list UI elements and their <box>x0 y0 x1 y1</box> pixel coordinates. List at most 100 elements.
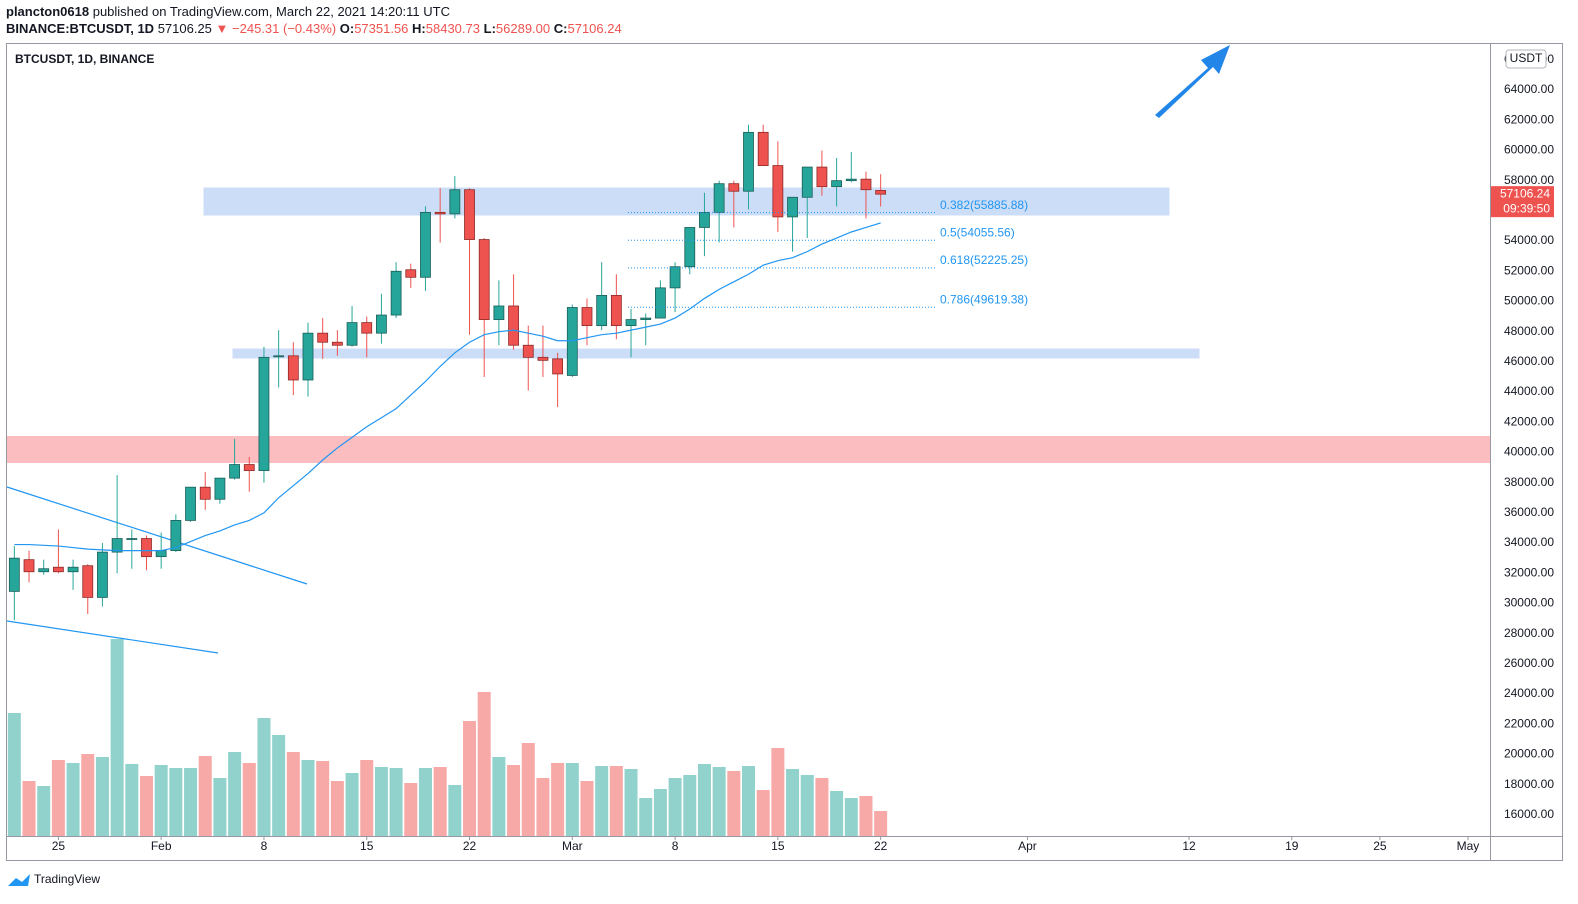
x-tick-label: May <box>1457 839 1480 853</box>
fib-label: 0.786(49619.38) <box>940 292 1028 306</box>
price-badge <box>1491 186 1554 218</box>
candle-body <box>376 314 387 334</box>
volume-bar <box>360 760 374 836</box>
volume-bar <box>316 761 330 836</box>
symbol: BINANCE:BTCUSDT, 1D <box>6 21 155 36</box>
candle-body <box>331 341 343 346</box>
y-tick-label: 22000.00 <box>1504 716 1554 730</box>
volume-bar <box>521 743 535 836</box>
volume-layer <box>7 639 888 836</box>
candle-body <box>199 486 211 500</box>
y-tick-label: 28000.00 <box>1504 626 1554 640</box>
volume-bar <box>697 764 711 836</box>
candle-body <box>287 355 299 381</box>
volume-bar <box>815 778 829 836</box>
y-tick-label: 50000.00 <box>1504 294 1554 308</box>
volume-bar <box>154 765 168 836</box>
l-value: 56289.00 <box>495 21 551 36</box>
candle-body <box>669 266 681 289</box>
volume-bar <box>7 713 21 836</box>
candle-body <box>302 332 314 381</box>
volume-bar <box>404 783 418 836</box>
volume-bar <box>653 789 667 836</box>
volume-bar <box>565 763 579 836</box>
volume-bar <box>184 768 198 836</box>
candle-body <box>346 322 358 346</box>
candle-body <box>772 165 784 218</box>
arrow <box>1155 45 1230 118</box>
volume-bar <box>286 752 300 836</box>
candle-body <box>537 356 549 361</box>
candle-body <box>243 464 255 471</box>
y-tick-label: 60000.00 <box>1504 143 1554 157</box>
volume-bar <box>668 778 682 836</box>
candle-body <box>23 559 35 573</box>
currency-badge <box>1505 49 1547 69</box>
published: published on TradingView.com, March 22, … <box>92 4 450 19</box>
candle-body <box>581 307 593 327</box>
candle-body <box>566 307 578 376</box>
volume-bar <box>800 775 814 836</box>
volume-bar <box>683 775 697 836</box>
candle-body <box>67 566 79 573</box>
candle-body <box>273 355 285 358</box>
volume-bar <box>37 786 51 836</box>
x-tick-label: 15 <box>360 839 374 853</box>
y-tick-label: 34000.00 <box>1504 535 1554 549</box>
candle-body <box>831 180 842 188</box>
candle-body <box>640 317 652 320</box>
y-tick-label: 46000.00 <box>1504 354 1554 368</box>
candle-body <box>508 305 519 346</box>
trend-line <box>6 620 219 654</box>
volume-bar <box>595 766 609 836</box>
volume-bar <box>345 773 359 836</box>
candle-body <box>361 322 373 334</box>
volume-bar <box>448 785 462 836</box>
y-tick-label: 62000.00 <box>1504 112 1554 126</box>
supply-zone <box>203 187 1170 216</box>
x-tick-label: Feb <box>151 839 172 853</box>
volume-bar <box>213 778 227 836</box>
volume-bar <box>639 798 653 836</box>
x-tick-label: Apr <box>1018 839 1037 853</box>
candle-body <box>185 486 196 521</box>
y-tick-label: 44000.00 <box>1504 384 1554 398</box>
y-tick-label: 40000.00 <box>1504 445 1554 459</box>
volume-bar <box>609 766 623 836</box>
y-tick-label: 52000.00 <box>1504 263 1554 277</box>
volume-bar <box>830 791 844 836</box>
volume-bar <box>169 768 183 836</box>
x-tick-label: 25 <box>52 839 66 853</box>
y-tick-label: 26000.00 <box>1504 656 1554 670</box>
candle-body <box>625 319 637 327</box>
volume-bar <box>95 757 109 836</box>
volume-bar <box>874 811 888 836</box>
candle-body <box>801 166 813 198</box>
candle-body <box>860 178 872 191</box>
x-tick-label: 12 <box>1182 839 1196 853</box>
volume-bar <box>257 718 271 836</box>
candle-body <box>728 183 740 192</box>
candle-body <box>420 211 431 278</box>
volume-bar <box>433 767 447 836</box>
candle-body <box>155 550 167 558</box>
candle-body <box>97 551 108 598</box>
candle-body <box>8 557 20 592</box>
candle-body <box>82 565 94 598</box>
volume-bar <box>844 798 858 836</box>
y-tick-label: 48000.00 <box>1504 324 1554 338</box>
volume-bar <box>198 756 212 836</box>
volume-bar <box>301 760 315 836</box>
c-value: 57106.24 <box>567 21 622 36</box>
volume-bar <box>374 767 388 836</box>
volume-bar <box>272 735 286 836</box>
volume-bar <box>66 763 80 836</box>
pane-legend: BTCUSDT, 1D, BINANCE <box>15 52 154 66</box>
candle-body <box>743 131 754 192</box>
y-tick-label: 38000.00 <box>1504 475 1554 489</box>
y-tick-label: 64000.00 <box>1504 82 1554 96</box>
y-tick-label: 16000.00 <box>1504 807 1554 821</box>
volume-bar <box>859 796 873 836</box>
